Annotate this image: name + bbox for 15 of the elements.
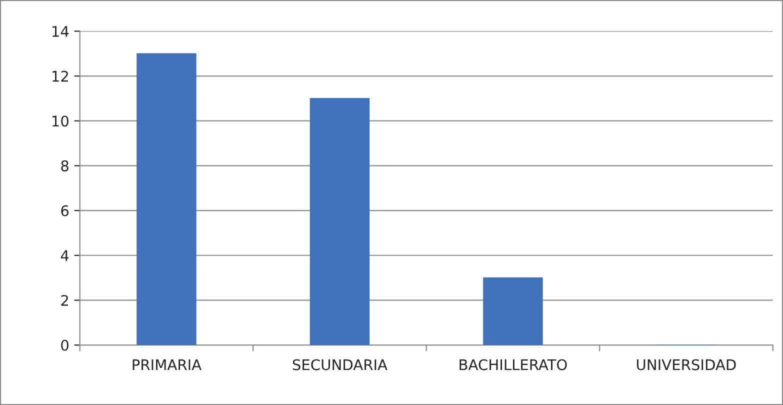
y-tick-label: 6 [61,205,69,216]
y-tick-label: 0 [61,340,68,351]
bar [136,53,196,346]
x-tick-label: BACHILLERATO [460,359,567,370]
y-tick-label: 12 [52,70,68,82]
y-tick-label: 10 [52,116,68,127]
y-tick-label: 2 [61,294,68,306]
bar [483,277,543,346]
y-tick-label: 4 [60,250,69,261]
y-tick-label: 14 [52,26,69,37]
x-tick-label: UNIVERSIDAD [636,359,736,370]
x-tick-label: PRIMARIA [132,359,202,370]
y-tick-label: 8 [61,160,68,172]
x-tick-label: SECUNDARIA [292,359,388,370]
bar [310,98,370,346]
